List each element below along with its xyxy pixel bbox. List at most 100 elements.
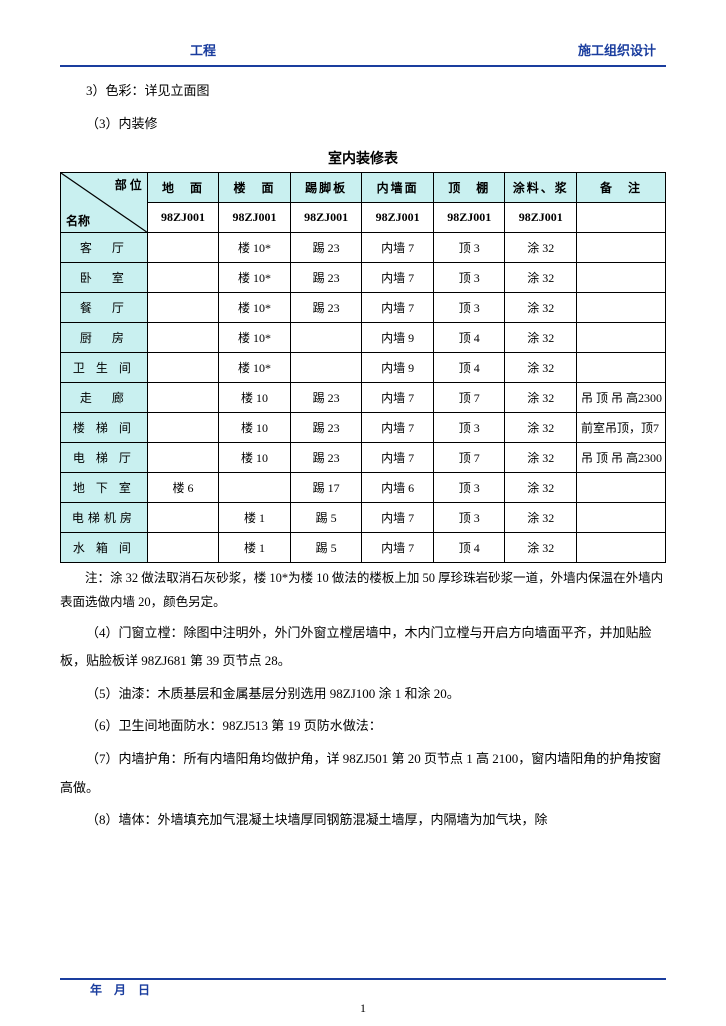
pre-lines: 3）色彩：详见立面图（3）内装修 (60, 77, 666, 138)
header-right: 施工组织设计 (578, 40, 656, 59)
table-cell: 楼 10* (219, 353, 291, 383)
col-subheader: 98ZJ001 (505, 203, 577, 233)
table-cell (577, 323, 666, 353)
table-cell (577, 233, 666, 263)
table-cell: 涂 32 (505, 263, 577, 293)
table-cell: 涂 32 (505, 443, 577, 473)
post-para: （8）墙体：外墙填充加气混凝土块墙厚同钢筋混凝土墙厚，内隔墙为加气块，除 (60, 806, 666, 835)
header-left: 工程 (190, 40, 216, 59)
footer-rule (60, 978, 666, 980)
table-cell (147, 233, 219, 263)
table-row: 客 厅楼 10*踢 23内墙 7顶 3涂 32 (61, 233, 666, 263)
table-cell: 顶 3 (433, 473, 505, 503)
table-cell: 踢 23 (290, 233, 362, 263)
table-cell: 涂 32 (505, 353, 577, 383)
table-cell: 前室吊顶，顶7 (577, 413, 666, 443)
table-cell: 顶 4 (433, 533, 505, 563)
table-cell (147, 383, 219, 413)
table-row: 电梯机房 楼 1踢 5内墙 7顶 3涂 32 (61, 503, 666, 533)
row-label: 地 下 室 (61, 473, 148, 503)
table-row: 卫 生 间楼 10*内墙 9顶 4涂 32 (61, 353, 666, 383)
table-cell: 楼 10 (219, 443, 291, 473)
decoration-table: 部 位 名称 地 面楼 面踢脚板内墙面顶 棚涂料、浆备 注 98ZJ00198Z… (60, 172, 666, 563)
table-cell: 踢 17 (290, 473, 362, 503)
table-cell (219, 473, 291, 503)
col-header: 备 注 (577, 173, 666, 203)
col-header: 楼 面 (219, 173, 291, 203)
table-row: 电 梯 厅楼 10踢 23内墙 7顶 7涂 32吊 顶 吊 高2300 (61, 443, 666, 473)
table-cell: 涂 32 (505, 233, 577, 263)
row-label: 电 梯 厅 (61, 443, 148, 473)
table-row: 卧 室 楼 10*踢 23内墙 7顶 3涂 32 (61, 263, 666, 293)
post-para: （4）门窗立樘：除图中注明外，外门外窗立樘居墙中，木内门立樘与开启方向墙面平齐，… (60, 619, 666, 676)
table-cell: 楼 1 (219, 533, 291, 563)
post-paras: （4）门窗立樘：除图中注明外，外门外窗立樘居墙中，木内门立樘与开启方向墙面平齐，… (60, 619, 666, 835)
post-para: （5）油漆：木质基层和金属基层分别选用 98ZJ100 涂 1 和涂 20。 (60, 680, 666, 709)
table-cell: 踢 5 (290, 503, 362, 533)
table-cell: 踢 23 (290, 383, 362, 413)
pre-line: （3）内装修 (60, 110, 666, 139)
col-subheader (577, 203, 666, 233)
table-cell (577, 353, 666, 383)
table-cell: 楼 1 (219, 503, 291, 533)
table-cell: 楼 10* (219, 263, 291, 293)
table-cell: 内墙 9 (362, 323, 434, 353)
post-para: （6）卫生间地面防水：98ZJ513 第 19 页防水做法： (60, 712, 666, 741)
row-label: 餐 厅 (61, 293, 148, 323)
table-row: 地 下 室楼 6 踢 17内墙 6顶 3涂 32 (61, 473, 666, 503)
table-row: 水 箱 间楼 1踢 5内墙 7顶 4涂 32 (61, 533, 666, 563)
table-row: 走 廊楼 10踢 23内墙 7顶 7涂 32吊 顶 吊 高2300 (61, 383, 666, 413)
table-cell: 顶 3 (433, 263, 505, 293)
table-cell (577, 473, 666, 503)
table-cell: 内墙 7 (362, 533, 434, 563)
table-cell: 内墙 7 (362, 293, 434, 323)
table-cell (147, 533, 219, 563)
table-cell: 内墙 7 (362, 503, 434, 533)
table-cell: 内墙 9 (362, 353, 434, 383)
col-subheader: 98ZJ001 (433, 203, 505, 233)
table-note: 注：涂 32 做法取消石灰砂浆，楼 10*为楼 10 做法的楼板上加 50 厚珍… (60, 567, 666, 615)
table-cell: 涂 32 (505, 473, 577, 503)
page-header: 工程 施工组织设计 (60, 40, 666, 67)
table-cell: 内墙 7 (362, 443, 434, 473)
row-label: 电梯机房 (61, 503, 148, 533)
col-subheader: 98ZJ001 (147, 203, 219, 233)
row-label: 卧 室 (61, 263, 148, 293)
diag-top: 部 位 (115, 176, 142, 193)
col-header: 顶 棚 (433, 173, 505, 203)
table-cell: 楼 6 (147, 473, 219, 503)
table-cell: 顶 3 (433, 293, 505, 323)
table-cell: 踢 23 (290, 443, 362, 473)
row-label: 客 厅 (61, 233, 148, 263)
table-cell (290, 353, 362, 383)
table-cell: 内墙 6 (362, 473, 434, 503)
table-cell: 顶 4 (433, 353, 505, 383)
diag-header: 部 位 名称 (61, 173, 148, 233)
table-cell: 涂 32 (505, 383, 577, 413)
table-cell: 踢 23 (290, 263, 362, 293)
table-cell: 涂 32 (505, 533, 577, 563)
table-cell: 顶 7 (433, 383, 505, 413)
table-row: 厨 房楼 10*内墙 9顶 4涂 32 (61, 323, 666, 353)
table-cell (577, 533, 666, 563)
table-cell: 顶 7 (433, 443, 505, 473)
col-subheader: 98ZJ001 (219, 203, 291, 233)
table-cell: 内墙 7 (362, 233, 434, 263)
table-cell: 吊 顶 吊 高2300 (577, 383, 666, 413)
footer-date: 年 月 日 (90, 981, 150, 998)
table-cell: 楼 10* (219, 323, 291, 353)
table-cell: 踢 23 (290, 413, 362, 443)
table-cell: 顶 3 (433, 503, 505, 533)
table-cell: 内墙 7 (362, 263, 434, 293)
col-header: 踢脚板 (290, 173, 362, 203)
table-cell: 顶 4 (433, 323, 505, 353)
table-cell: 涂 32 (505, 293, 577, 323)
table-cell: 顶 3 (433, 413, 505, 443)
table-cell: 楼 10* (219, 293, 291, 323)
table-cell (147, 263, 219, 293)
row-label: 走 廊 (61, 383, 148, 413)
table-cell (147, 503, 219, 533)
table-row: 餐 厅楼 10*踢 23内墙 7顶 3涂 32 (61, 293, 666, 323)
table-cell (290, 323, 362, 353)
table-cell: 涂 32 (505, 503, 577, 533)
